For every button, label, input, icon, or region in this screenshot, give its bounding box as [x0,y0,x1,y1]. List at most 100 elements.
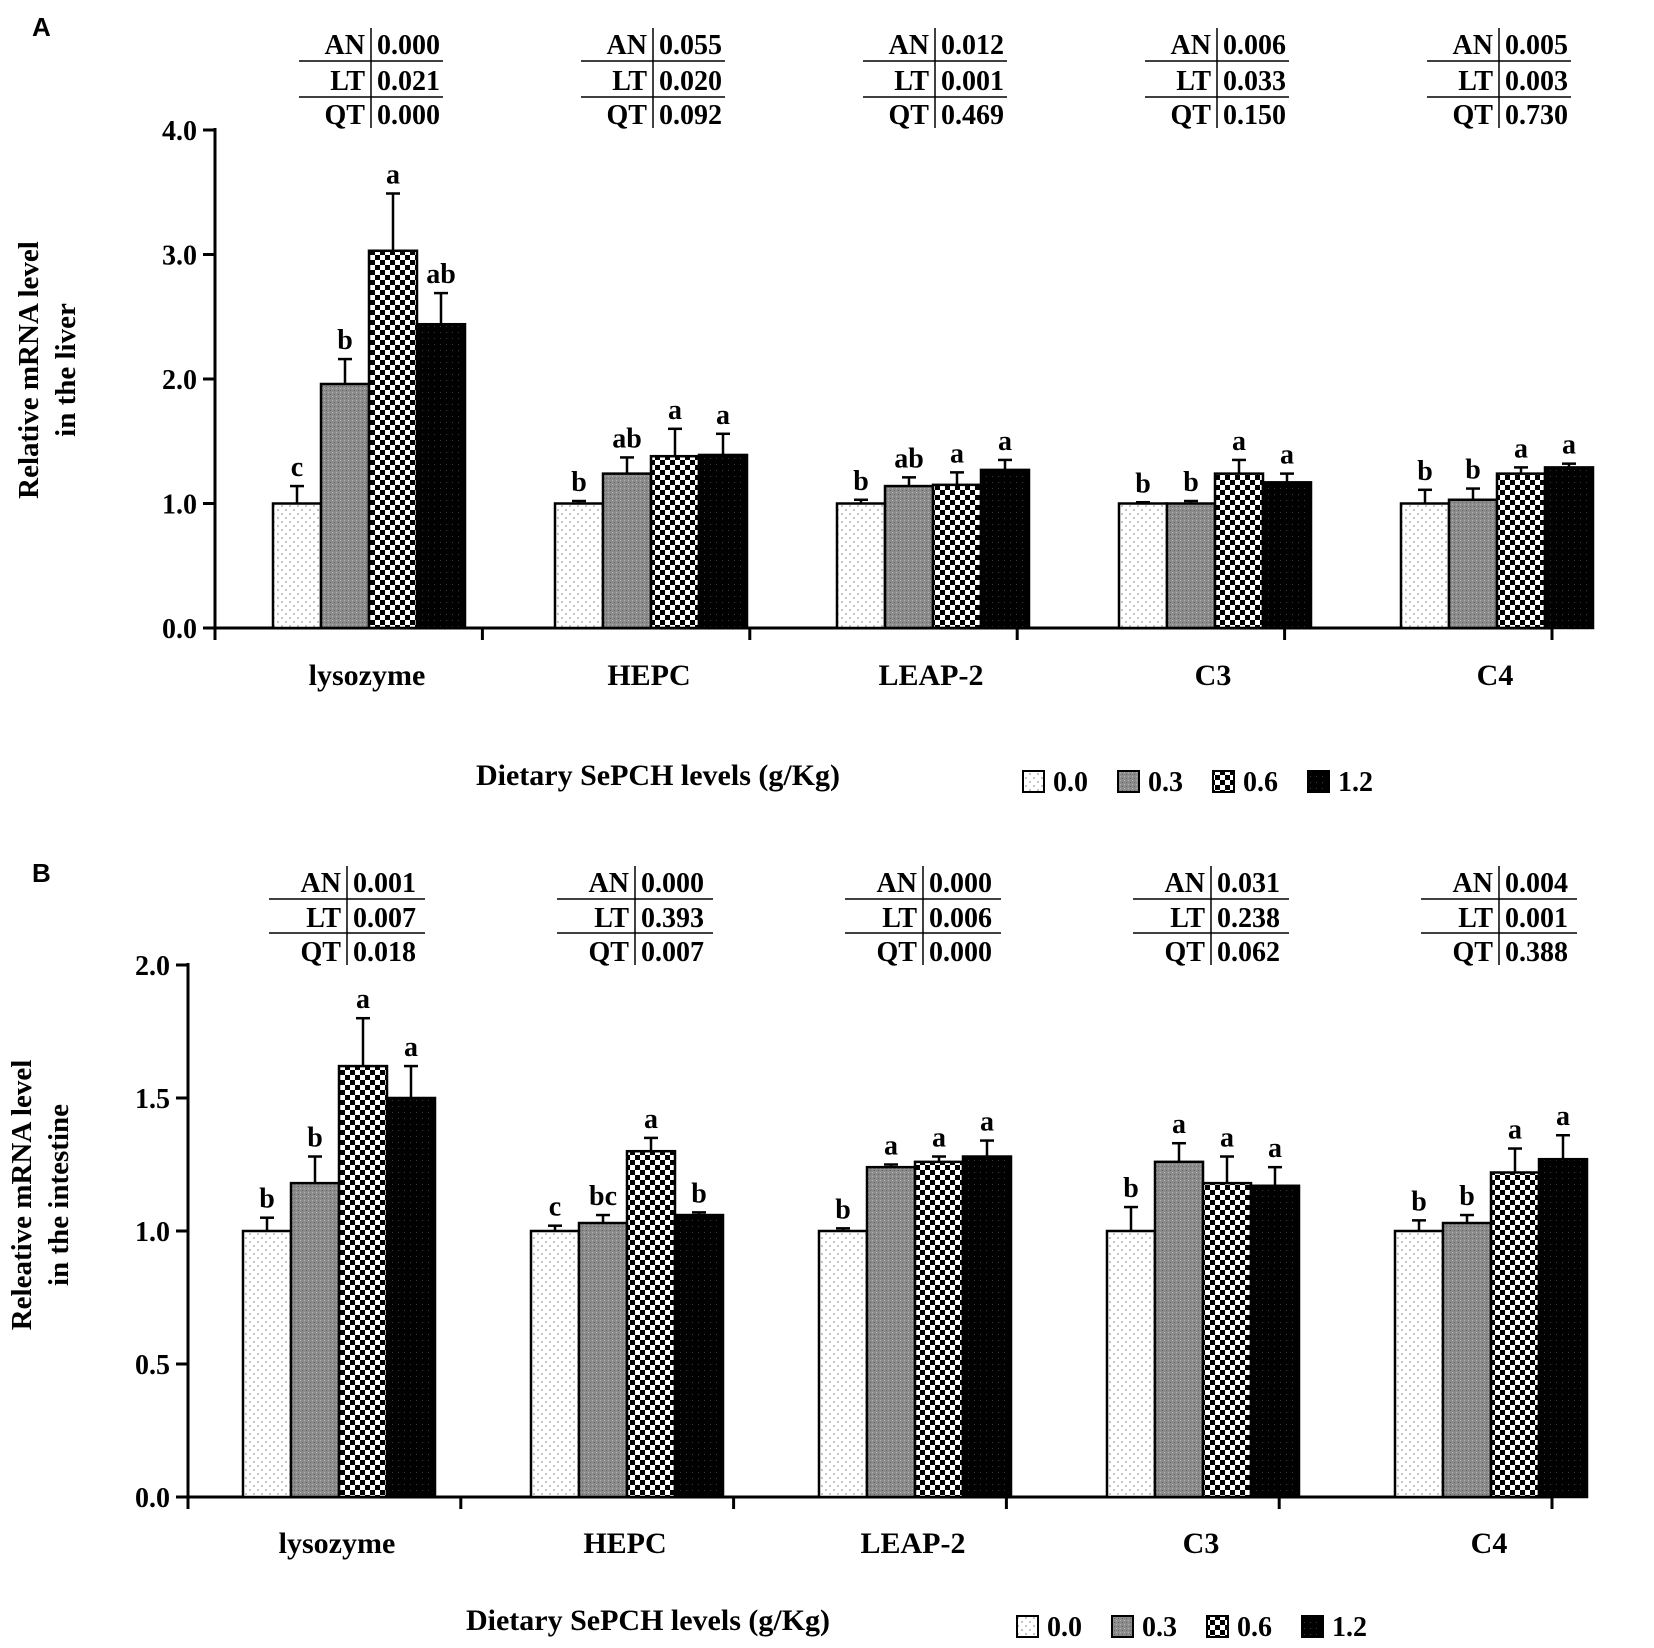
panel-a-bar-hepc-0-6 [649,454,701,630]
panel-b-bar-hepc-0-6 [625,1149,677,1499]
panel-b-stats-key: LT [594,903,629,934]
panel-b-stats-key: AN [301,868,341,899]
panel-b-letter: B [32,858,51,888]
panel-a-bar-c4-0-3 [1447,498,1499,630]
panel-b-stats-value: 0.062 [1217,937,1280,968]
panel-a-significance-letter: b [853,466,869,497]
panel-b-stats-value: 0.007 [641,937,704,968]
panel-a-legend-label-0-3: 0.3 [1148,767,1183,798]
panel-b-significance-letter: a [884,1131,898,1162]
panel-a-y-tick-label: 3.0 [162,241,197,272]
panel-b-significance-letter: b [1411,1186,1427,1217]
panel-a-bar-c4-1-2 [1543,466,1595,630]
panel-b-significance-letter: a [404,1032,418,1063]
panel-a-stats-value: 0.001 [941,66,1004,97]
panel-a-y-tick-label: 0.0 [162,614,197,645]
panel-b-significance-letter: b [307,1123,323,1154]
panel-b-legend-label-1-2: 1.2 [1332,1612,1367,1643]
panel-b-legend-swatch-0-3 [1111,1615,1134,1638]
panel-b-bar-c3-0-3 [1153,1160,1205,1499]
panel-b-legend-label-0-6: 0.6 [1237,1612,1272,1643]
panel-b-bar-lysozyme-0-6 [337,1064,389,1499]
panel-b-bar-hepc-0-0 [529,1229,581,1499]
panel-b-stats-key: AN [1453,868,1493,899]
panel-b-stats-value: 0.001 [353,868,416,899]
panel-a-stats-value: 0.730 [1505,100,1568,131]
panel-b-y-tick-label: 0.5 [135,1350,170,1381]
panel-a-category-label: LEAP-2 [879,659,984,692]
panel-b-ylabel: Releative mRNA level in the intestine [6,1060,75,1331]
panel-b-bar-leap-2-0-0 [817,1229,869,1499]
panel-a-letter: A [32,12,51,42]
panel-b-xlabel: Dietary SePCH levels (g/Kg) [466,1604,830,1637]
panel-a-bar-c3-0-6 [1213,472,1265,630]
panel-a-significance-letter: a [716,400,730,431]
panel-a-significance-letter: b [571,467,587,498]
panel-a-stats-key: LT [894,66,929,97]
panel-b-stats-key: LT [1170,903,1205,934]
panel-a-stats-key: QT [1171,100,1212,131]
panel-b-ylabel-line1: Releative mRNA level [6,1060,38,1331]
panel-b-significance-letter: b [691,1178,707,1209]
panel-b-legend: 0.0 0.3 0.6 1.2 [1016,1612,1367,1643]
panel-b-stats-value: 0.018 [353,937,416,968]
panel-a-significance-letter: a [1280,440,1294,471]
panel-a-bar-hepc-0-3 [601,472,653,630]
panel-b-bar-lysozyme-0-3 [289,1181,341,1499]
panel-a-legend-label-0-0: 0.0 [1053,767,1088,798]
panel-a-stats-key: AN [607,30,647,61]
panel-a-significance-letter: c [291,452,303,483]
panel-a-significance-letter: b [1465,455,1481,486]
panel-a-significance-letter: a [950,438,964,469]
panel-a-significance-letter: ab [426,259,456,290]
panel-a-stats-value: 0.000 [377,30,440,61]
panel-a-bar-leap-2-0-0 [835,502,887,630]
panel-a-stats-key: AN [325,30,365,61]
panel-a-significance-letter: b [1183,467,1199,498]
panel-b-bar-c4-0-3 [1441,1221,1493,1499]
panel-a-stats-value: 0.055 [659,30,722,61]
panel-b-bar-leap-2-1-2 [961,1155,1013,1499]
panel-a-significance-letter: a [1232,426,1246,457]
panel-a: A Relative mRNA level in the liver 0.0 1.… [13,12,1595,798]
panel-b-stats-key: LT [1458,903,1493,934]
panel-b-plot: 0.0 0.5 1.0 1.5 2.0 lysozyme b b a a AN 0.001 LT 0.00… [135,866,1589,1560]
panel-b-bar-leap-2-0-6 [913,1160,965,1499]
panel-a-stats-value: 0.021 [377,66,440,97]
panel-a-stats-value: 0.003 [1505,66,1568,97]
panel-a-bar-leap-2-1-2 [979,468,1031,630]
panel-b-bar-leap-2-0-3 [865,1165,917,1499]
panel-b-legend-label-0-3: 0.3 [1142,1612,1177,1643]
panel-b-significance-letter: a [980,1107,994,1138]
panel-a-bar-lysozyme-0-0 [271,502,323,630]
panel-a-significance-letter: a [668,395,682,426]
panel-a-legend-label-1-2: 1.2 [1338,767,1373,798]
panel-a-significance-letter: a [386,159,400,190]
panel-b-stats-key: LT [306,903,341,934]
panel-b-bar-c4-0-6 [1489,1171,1541,1499]
panel-a-legend-label-0-6: 0.6 [1243,767,1278,798]
panel-b-legend-swatch-0-0 [1016,1615,1039,1638]
panel-a-ylabel-line1: Relative mRNA level [13,241,45,499]
panel-b-stats-value: 0.004 [1505,868,1568,899]
panel-a-stats-key: AN [1171,30,1211,61]
panel-b-legend-label-0-0: 0.0 [1047,1612,1082,1643]
panel-a-stats-value: 0.006 [1223,30,1286,61]
panel-b-significance-letter: a [1556,1101,1570,1132]
panel-b-legend-swatch-0-6 [1206,1615,1229,1638]
panel-b-stats-value: 0.031 [1217,868,1280,899]
panel-a-bar-lysozyme-0-6 [367,249,419,630]
panel-b-y-tick-label: 1.5 [135,1084,170,1115]
panel-b-ylabel-line2: in the intestine [43,1104,75,1286]
panel-b-y-tick-label: 2.0 [135,951,170,982]
panel-b-significance-letter: a [932,1123,946,1154]
panel-b-stats-value: 0.000 [929,937,992,968]
panel-a-significance-letter: b [337,325,353,356]
panel-a-bar-c4-0-0 [1399,502,1451,630]
panel-a-stats-value: 0.012 [941,30,1004,61]
panel-a-stats-key: QT [1453,100,1494,131]
panel-b-bar-c3-1-2 [1249,1184,1301,1499]
panel-b-stats-key: AN [589,868,629,899]
